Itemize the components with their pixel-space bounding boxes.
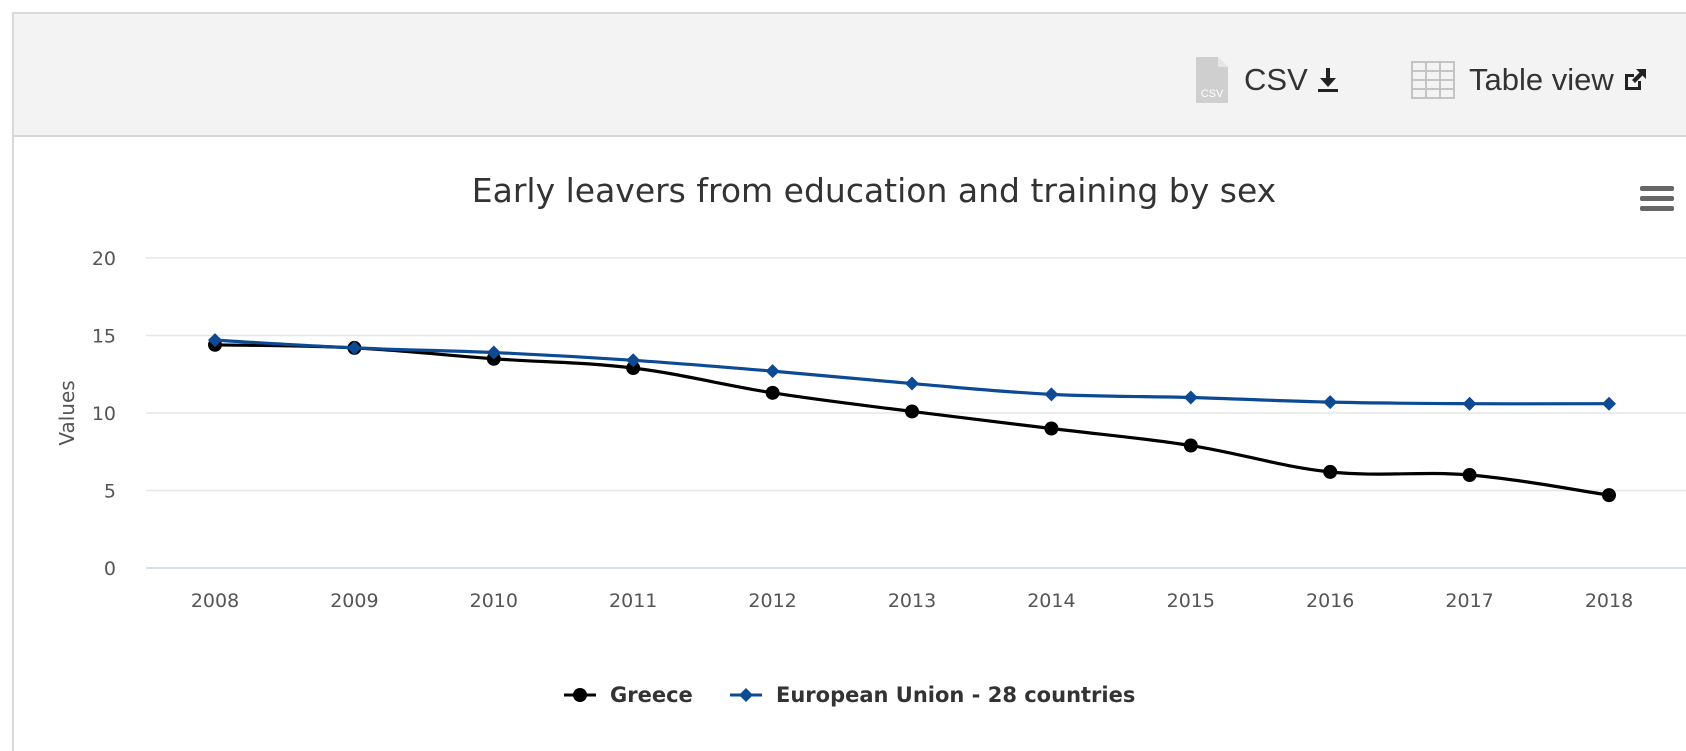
x-tick-label: 2008 [191,590,239,612]
x-tick-label: 2017 [1445,590,1493,612]
data-point-circle[interactable] [905,404,919,419]
data-point-diamond[interactable] [347,340,362,355]
chart-title: Early leavers from education and trainin… [472,171,1276,210]
data-point-diamond[interactable] [1044,387,1059,402]
x-tick-label: 2013 [888,590,936,612]
y-tick-label: 10 [92,403,116,425]
legend-item-greece[interactable]: Greece [564,683,693,707]
x-tick-label: 2018 [1585,590,1633,612]
x-tick-label: 2011 [609,590,657,612]
csv-label: CSV [1244,62,1308,97]
data-point-diamond[interactable] [486,345,501,360]
x-tick-label: 2009 [330,590,378,612]
y-tick-label: 0 [104,558,116,580]
data-point-circle[interactable] [1323,464,1338,479]
chart-toolbar: CSV CSV [14,14,1686,137]
hamburger-menu-icon[interactable] [1634,177,1680,219]
data-point-diamond[interactable] [1323,395,1338,410]
data-point-circle[interactable] [1044,421,1059,436]
table-view-label: Table view [1469,62,1614,97]
data-point-diamond[interactable] [1602,396,1616,411]
download-icon [1316,67,1340,93]
data-point-diamond[interactable] [765,364,780,379]
y-tick-label: 20 [92,248,116,270]
series-eu28 [208,333,1616,411]
series-line [214,338,1610,406]
chart-panel: CSV CSV [12,12,1686,751]
svg-text:CSV: CSV [1201,88,1224,100]
csv-file-icon: CSV [1194,55,1230,105]
table-view-button[interactable]: Table view [1411,50,1648,110]
data-point-circle[interactable] [626,361,641,376]
data-point-diamond[interactable] [905,376,919,391]
legend-label: Greece [610,683,693,707]
data-point-circle[interactable] [1183,438,1198,453]
csv-download-button[interactable]: CSV CSV [1194,50,1340,110]
y-tick-label: 15 [92,326,116,348]
data-point-circle[interactable] [1602,488,1616,503]
legend-item-eu28[interactable]: European Union - 28 countries [730,683,1135,707]
x-tick-label: 2012 [748,590,796,612]
chart-area: Early leavers from education and trainin… [14,137,1686,751]
y-axis-label: Values [55,380,79,445]
data-point-circle[interactable] [765,385,780,400]
y-tick-label: 5 [104,481,116,503]
table-grid-icon [1411,61,1455,99]
data-point-diamond[interactable] [626,353,641,368]
data-point-circle[interactable] [1462,468,1477,482]
line-chart: Early leavers from education and trainin… [55,171,1686,707]
data-point-diamond[interactable] [208,333,222,348]
x-tick-label: 2014 [1027,590,1075,612]
legend-label: European Union - 28 countries [776,683,1135,707]
legend-marker [573,688,587,702]
external-link-icon [1622,67,1648,93]
data-point-diamond[interactable] [1183,390,1198,405]
series-greece [208,337,1616,503]
data-point-diamond[interactable] [1462,396,1477,411]
legend-marker [739,688,753,702]
x-tick-label: 2010 [470,590,518,612]
series-line [214,343,1610,497]
x-tick-label: 2016 [1306,590,1354,612]
x-tick-label: 2015 [1167,590,1215,612]
